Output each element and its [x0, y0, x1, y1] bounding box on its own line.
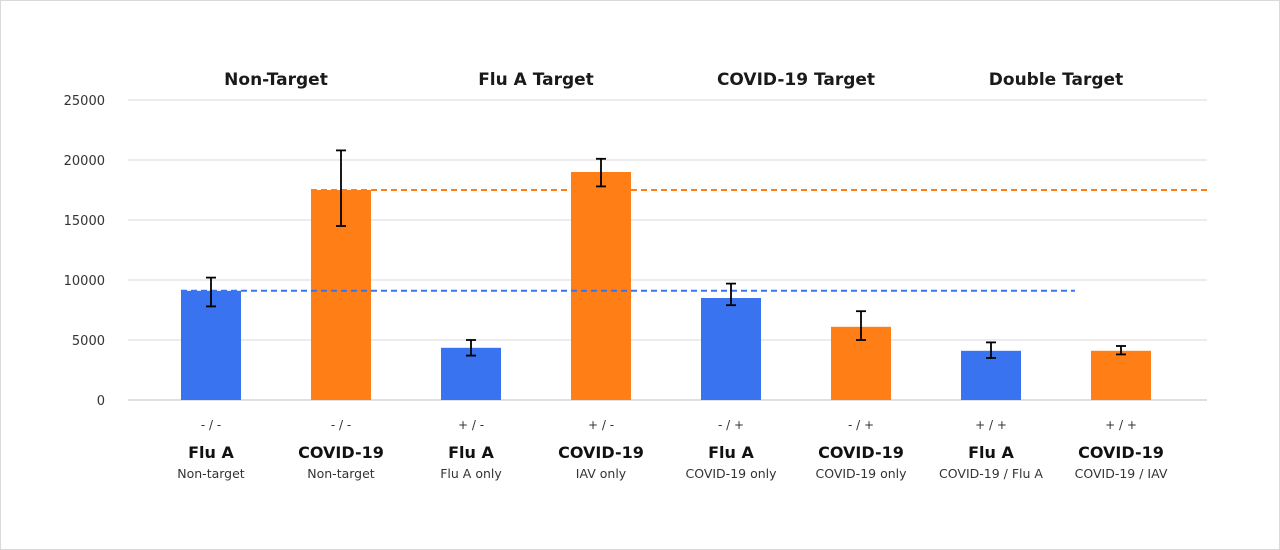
bar-sign-label: + / -: [458, 418, 484, 432]
bar-sign-label: + / +: [1105, 418, 1137, 432]
bar: [181, 290, 241, 400]
group-title: Flu A Target: [478, 70, 594, 90]
bar: [571, 172, 631, 400]
group-title: Non-Target: [224, 70, 328, 90]
bar-category-label: COVID-19: [558, 443, 644, 462]
group-title: COVID-19 Target: [717, 70, 875, 90]
bar-category-label: COVID-19: [1078, 443, 1164, 462]
bar-category-label: Flu A: [448, 443, 494, 462]
y-tick-label: 25000: [64, 94, 105, 109]
group-title: Double Target: [989, 70, 1123, 90]
bar: [1091, 350, 1151, 400]
y-tick-label: 10000: [64, 274, 105, 289]
bar-category-label: COVID-19: [818, 443, 904, 462]
bar-sign-label: - / +: [848, 418, 874, 432]
bar-sub-label: IAV only: [576, 466, 627, 481]
bar: [701, 298, 761, 400]
bar-sub-label: Non-target: [177, 466, 245, 481]
y-tick-label: 5000: [72, 334, 105, 349]
bar-category-label: Flu A: [188, 443, 234, 462]
bar-sub-label: COVID-19 / Flu A: [939, 466, 1043, 481]
bar-sign-label: + / -: [588, 418, 614, 432]
y-tick-label: 15000: [64, 214, 105, 229]
bar-sub-label: COVID-19 only: [815, 466, 907, 481]
bar-sign-label: + / +: [975, 418, 1007, 432]
y-tick-label: 0: [97, 394, 105, 409]
bar: [961, 350, 1021, 400]
bar-sign-label: - / -: [201, 418, 221, 432]
bar-sub-label: Non-target: [307, 466, 375, 481]
bar-sub-label: COVID-19 / IAV: [1075, 466, 1168, 481]
bar-sign-label: - / -: [331, 418, 351, 432]
bar-category-label: Flu A: [708, 443, 754, 462]
bar-sign-label: - / +: [718, 418, 744, 432]
bar-category-label: Flu A: [968, 443, 1014, 462]
bar-sub-label: Flu A only: [440, 466, 502, 481]
bar-category-label: COVID-19: [298, 443, 384, 462]
bar-sub-label: COVID-19 only: [685, 466, 777, 481]
y-tick-label: 20000: [64, 154, 105, 169]
